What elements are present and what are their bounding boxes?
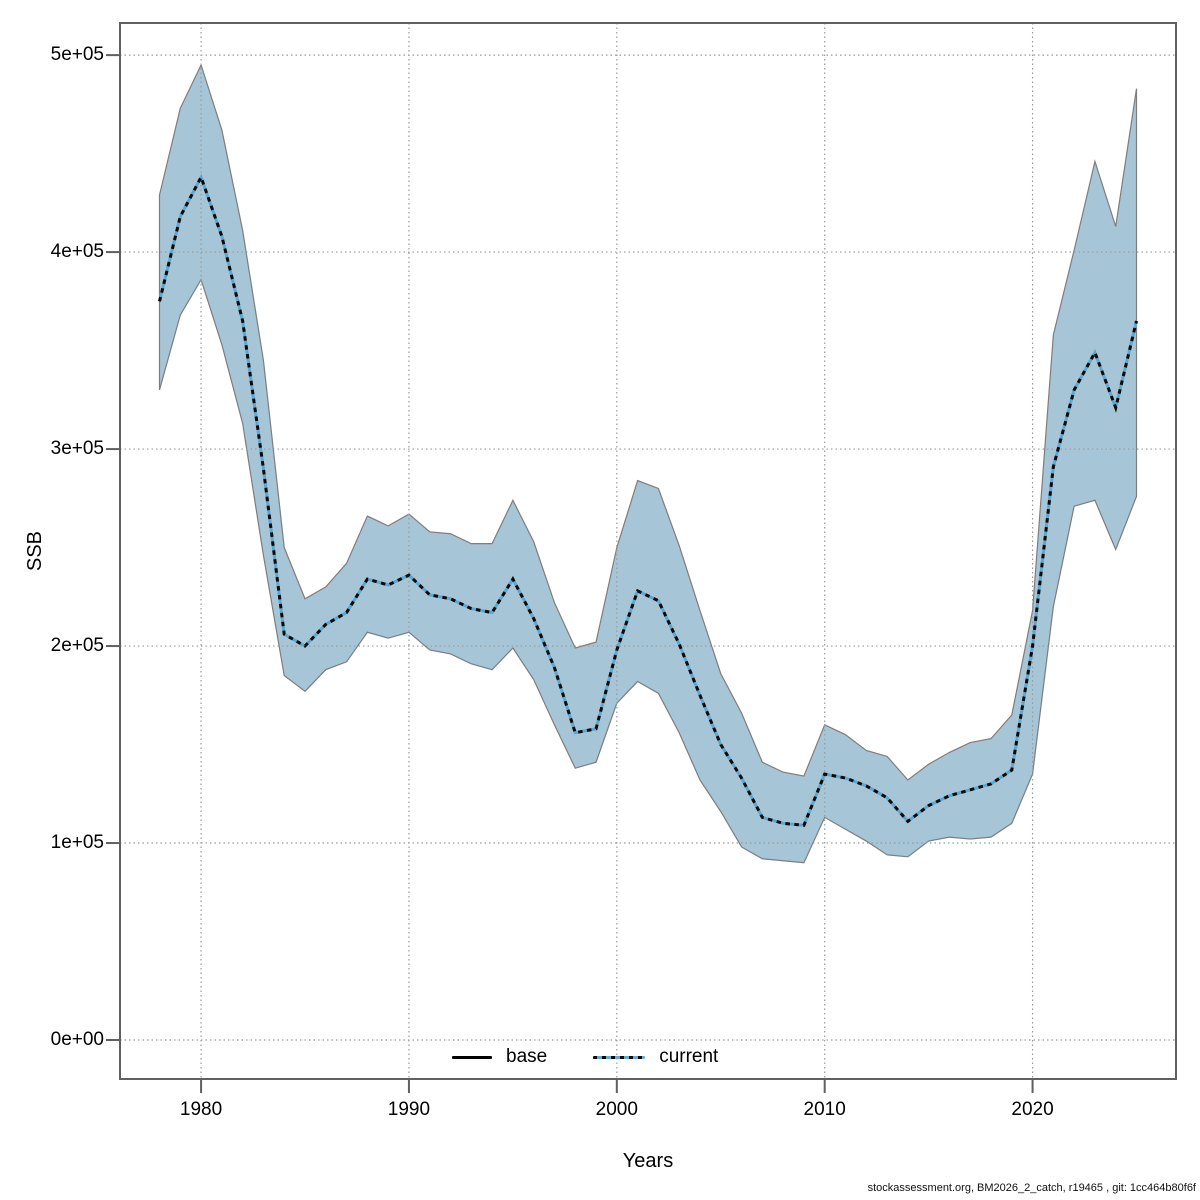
plot-frame bbox=[119, 22, 1177, 1080]
legend-label-base: base bbox=[506, 1046, 548, 1067]
y-tick-label: 3e+05 bbox=[50, 438, 104, 460]
current-line-sample bbox=[593, 1055, 646, 1059]
y-tick-label: 5e+05 bbox=[50, 44, 104, 66]
y-axis-title: SSB bbox=[24, 530, 46, 572]
confidence-band bbox=[158, 63, 1138, 864]
x-tick-label: 1980 bbox=[179, 1099, 223, 1120]
y-tick-label: 1e+05 bbox=[50, 832, 104, 854]
legend: base current bbox=[452, 1044, 718, 1070]
x-tick-label: 1990 bbox=[387, 1099, 431, 1120]
x-axis-title: Years bbox=[622, 1150, 674, 1172]
x-tick-label: 2020 bbox=[1011, 1099, 1054, 1120]
x-tick-label: 2000 bbox=[595, 1099, 638, 1120]
base-line-sample bbox=[452, 1055, 492, 1059]
current-line bbox=[158, 173, 1138, 827]
y-tick-label: 2e+05 bbox=[50, 635, 104, 657]
legend-label-current: current bbox=[659, 1046, 719, 1067]
x-tick-label: 2010 bbox=[803, 1099, 846, 1120]
y-tick-label: 0e+00 bbox=[50, 1028, 104, 1050]
footer-note: stockassessment.org, BM2026_2_catch, r19… bbox=[867, 1182, 1196, 1194]
y-tick-label: 4e+05 bbox=[50, 241, 104, 263]
